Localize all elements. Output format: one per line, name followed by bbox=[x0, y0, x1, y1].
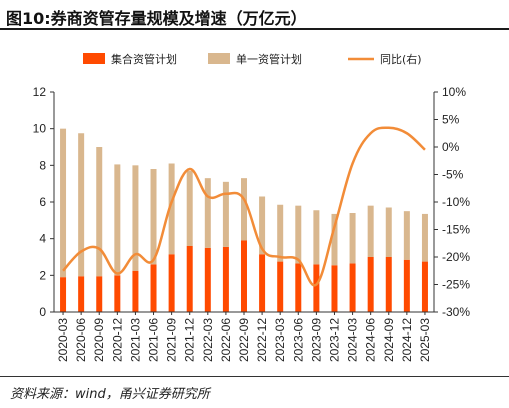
bar-single bbox=[78, 133, 85, 277]
bar-single bbox=[114, 164, 121, 276]
bar-collective bbox=[96, 276, 103, 312]
x-tick-label: 2024-12 bbox=[400, 318, 414, 362]
y-left-tick-label: 0 bbox=[39, 305, 46, 319]
x-tick-label: 2022-12 bbox=[255, 318, 269, 362]
x-tick-label: 2021-09 bbox=[165, 318, 179, 362]
bar-single bbox=[385, 207, 392, 257]
bar-collective bbox=[204, 247, 211, 312]
x-tick-label: 2022-09 bbox=[237, 318, 251, 362]
plot-area bbox=[60, 126, 428, 312]
bar-single bbox=[60, 128, 67, 278]
bar-single bbox=[331, 213, 338, 266]
y-right-tick-label: -30% bbox=[442, 305, 470, 319]
y-right-tick-label: -10% bbox=[442, 195, 470, 209]
bar-collective bbox=[259, 254, 266, 312]
x-tick-label: 2022-03 bbox=[201, 318, 215, 362]
legend-label: 同比(右) bbox=[380, 52, 422, 66]
bar-collective bbox=[331, 265, 338, 312]
y-left-tick-label: 6 bbox=[39, 195, 46, 209]
series-line-yoy bbox=[62, 126, 426, 287]
bar-single bbox=[204, 178, 211, 248]
x-tick-label: 2023-06 bbox=[291, 318, 305, 362]
bar-collective bbox=[132, 270, 139, 312]
y-right-tick-label: -20% bbox=[442, 250, 470, 264]
bar-single bbox=[132, 165, 139, 271]
x-tick-label: 2023-12 bbox=[327, 318, 341, 362]
title-bar: 图10:券商资管存量规模及增速（万亿元） bbox=[0, 0, 509, 30]
bar-single bbox=[241, 178, 247, 241]
y-right-tick-label: 0% bbox=[442, 140, 460, 154]
bar-single bbox=[186, 170, 193, 246]
bar-collective bbox=[403, 259, 410, 312]
source-note: 资料来源：wind，甬兴证券研究所 bbox=[10, 387, 210, 402]
x-tick-label: 2020-06 bbox=[74, 318, 88, 362]
bar-collective bbox=[60, 277, 67, 312]
bar-single bbox=[277, 204, 284, 262]
y-left-tick-label: 4 bbox=[39, 232, 46, 246]
chart-canvas: 集合资管计划 单一资管计划 同比(右) 0 2 4 6 8 10 12 -30% -25% -20% -… bbox=[33, 52, 471, 362]
y-right-tick-label: 10% bbox=[442, 85, 466, 99]
legend-swatch-collective bbox=[83, 53, 105, 64]
source-bar: 资料来源：wind，甬兴证券研究所 bbox=[0, 376, 509, 408]
bar-single bbox=[313, 210, 320, 265]
bar-single bbox=[150, 169, 157, 265]
bar-collective bbox=[385, 257, 392, 312]
x-tick-label: 2023-03 bbox=[273, 318, 287, 362]
bar-single bbox=[421, 213, 428, 262]
bar-single bbox=[349, 213, 356, 264]
x-tick-label: 2021-03 bbox=[128, 318, 142, 362]
y-left-tick-label: 10 bbox=[33, 122, 47, 136]
y-left-tick-label: 12 bbox=[33, 85, 47, 99]
x-tick-label: 2020-09 bbox=[92, 318, 106, 362]
legend-label: 单一资管计划 bbox=[236, 52, 302, 66]
bar-collective bbox=[150, 264, 157, 312]
bar-collective bbox=[78, 276, 85, 312]
figure-title: 图10:券商资管存量规模及增速（万亿元） bbox=[6, 9, 307, 28]
bar-single bbox=[295, 205, 302, 264]
bar-single bbox=[403, 211, 410, 260]
x-tick-label: 2023-09 bbox=[309, 318, 323, 362]
x-tick-label: 2024-03 bbox=[346, 318, 360, 362]
axes: 0 2 4 6 8 10 12 -30% -25% -20% -15% -10% -5% 0% 5% 10% 2… bbox=[33, 85, 471, 362]
bar-collective bbox=[367, 257, 374, 312]
y-left-tick-label: 8 bbox=[39, 158, 46, 172]
x-tick-label: 2021-06 bbox=[147, 318, 161, 362]
x-tick-label: 2025-03 bbox=[418, 318, 432, 362]
x-tick-label: 2021-12 bbox=[183, 318, 197, 362]
bar-collective bbox=[295, 263, 302, 312]
bar-collective bbox=[186, 246, 193, 312]
y-right-tick-label: -25% bbox=[442, 278, 470, 292]
bar-collective bbox=[313, 264, 320, 312]
bar-single bbox=[367, 205, 374, 257]
x-tick-label: 2024-09 bbox=[382, 318, 396, 362]
x-tick-label: 2020-12 bbox=[110, 318, 124, 362]
x-tick-label: 2022-06 bbox=[219, 318, 233, 362]
bar-single bbox=[96, 147, 103, 277]
bar-collective bbox=[168, 254, 175, 312]
y-right-tick-label: -5% bbox=[442, 168, 464, 182]
y-left-tick-label: 2 bbox=[39, 268, 46, 282]
bar-single bbox=[259, 196, 266, 255]
legend-label: 集合资管计划 bbox=[111, 52, 177, 66]
x-tick-label: 2024-06 bbox=[364, 318, 378, 362]
bar-single bbox=[222, 181, 229, 247]
bar-single bbox=[168, 163, 175, 255]
y-right-tick-label: 5% bbox=[442, 113, 460, 127]
legend-swatch-single bbox=[208, 53, 230, 64]
bar-collective bbox=[349, 263, 356, 312]
bar-collective bbox=[241, 240, 247, 312]
bar-collective bbox=[114, 275, 121, 312]
y-right-tick-label: -15% bbox=[442, 223, 470, 237]
legend: 集合资管计划 单一资管计划 同比(右) bbox=[83, 52, 422, 66]
bar-collective bbox=[421, 261, 428, 312]
bar-collective bbox=[277, 261, 284, 312]
bar-collective bbox=[222, 246, 229, 312]
x-tick-label: 2020-03 bbox=[56, 318, 70, 362]
